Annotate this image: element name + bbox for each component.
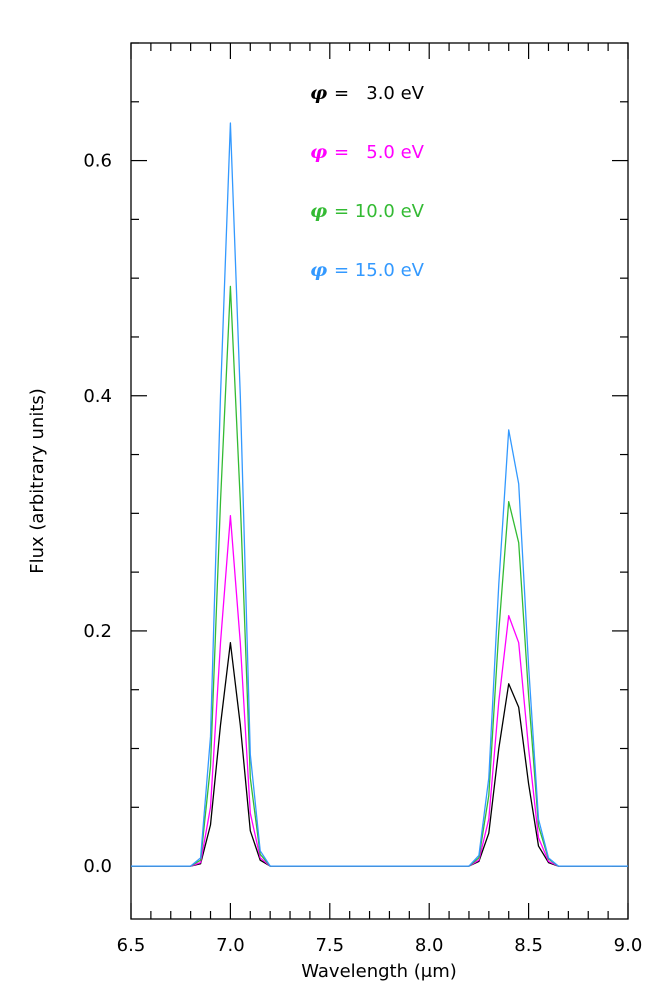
y-tick-label: 0.2	[83, 621, 112, 642]
x-tick-label: 9.0	[614, 935, 643, 956]
y-tick-label: 0.6	[83, 151, 112, 172]
series-lines	[131, 122, 628, 867]
x-tick-label: 7.0	[216, 935, 245, 956]
y-axis-title: Flux (arbitrary units)	[27, 388, 48, 574]
legend-value: = 5.0 eV	[334, 142, 425, 163]
phi-symbol: φ	[310, 259, 327, 281]
x-tick-label: 8.0	[415, 935, 444, 956]
x-axis-title: Wavelength (μm)	[301, 961, 457, 982]
phi-symbol: φ	[310, 141, 327, 163]
legend-value: = 3.0 eV	[334, 83, 425, 104]
legend-entry-4: φ = 15.0 eV	[310, 259, 425, 281]
y-tick-label: 0.0	[83, 856, 112, 877]
series-line-4	[131, 122, 628, 867]
series-line-2	[131, 515, 628, 867]
legend-entry-2: φ = 5.0 eV	[310, 141, 425, 163]
legend-entry-1: φ = 3.0 eV	[310, 82, 425, 104]
plot-frame	[130, 42, 629, 920]
legend-value: = 10.0 eV	[334, 201, 425, 222]
legend-entry-3: φ = 10.0 eV	[310, 200, 425, 222]
y-tick-label: 0.4	[83, 386, 112, 407]
x-tick-label: 6.5	[117, 935, 146, 956]
legend: φ = 3.0 eV φ = 5.0 eV φ = 10.0 eV φ = 15.0 eV	[310, 82, 425, 281]
x-tick-label: 8.5	[514, 935, 543, 956]
series-line-3	[131, 285, 628, 867]
phi-symbol: φ	[310, 200, 327, 222]
axis-ticks	[130, 42, 629, 919]
x-tick-label: 7.5	[315, 935, 344, 956]
legend-value: = 15.0 eV	[334, 260, 425, 281]
phi-symbol: φ	[310, 82, 327, 104]
tick-labels: 6.5 7.0 7.5 8.0 8.5 9.0 0.0 0.2 0.4 0.6	[83, 151, 642, 956]
